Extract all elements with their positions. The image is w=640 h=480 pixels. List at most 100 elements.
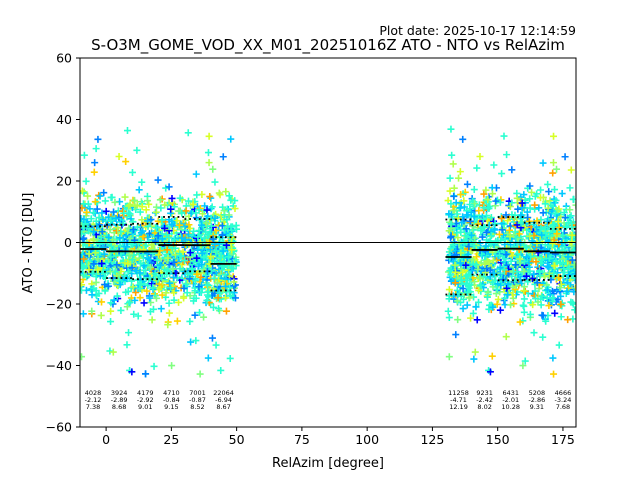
scatter-point [158,291,166,299]
scatter-point [108,193,116,201]
scatter-point [516,318,524,326]
scatter-point [88,307,96,315]
scatter-point [470,242,478,250]
scatter-point [490,161,498,169]
scatter-point [117,306,125,314]
scatter-point [218,231,226,239]
scatter-point [554,217,562,225]
scatter-point [131,296,139,304]
scatter-point [454,234,462,242]
scatter-point [80,230,86,238]
scatter-point [97,234,105,242]
scatter-point [233,225,241,233]
scatter-point [162,231,170,239]
scatter-point [170,236,178,244]
bin-count-label: 5208 [529,389,546,397]
scatter-point [506,233,514,241]
scatter-point [544,180,552,188]
scatter-point [525,259,533,267]
scatter-point [503,151,511,159]
scatter-point [483,229,491,237]
scatter-point [164,321,172,329]
scatter-point [470,213,478,221]
scatter-point [502,251,510,259]
scatter-point [557,313,565,321]
scatter-point [512,261,520,269]
scatter-point [488,352,496,360]
scatter-point [227,135,235,143]
scatter-point [444,307,452,315]
scatter-point [445,286,453,294]
scatter-point [192,209,200,217]
scatter-point [208,203,216,211]
scatter-point [228,255,236,263]
scatter-point [520,308,528,316]
scatter-point [223,216,231,224]
scatter-point [123,341,131,349]
scatter-point [496,306,504,314]
scatter-point [178,209,186,217]
scatter-point [556,284,564,292]
scatter-point [145,200,153,208]
scatter-point [445,314,453,322]
y-tick-label: 60 [56,51,72,66]
scatter-point [215,305,223,313]
scatter-point [522,253,530,261]
scatter-point [130,310,138,318]
scatter-point [504,291,512,299]
scatter-point [107,318,115,326]
scatter-point [526,267,534,275]
scatter-point [449,160,457,168]
scatter-point [519,301,527,309]
scatter-point [447,220,455,228]
scatter-point [183,289,191,297]
scatter-point [473,164,481,172]
scatter-point [126,235,134,243]
scatter-point [188,265,196,273]
scatter-point [170,258,178,266]
scatter-point [524,278,532,286]
scatter-point [161,218,169,226]
scatter-point [156,261,164,269]
scatter-point [221,226,229,234]
scatter-point [476,153,484,160]
scatter-point [485,258,493,266]
scatter-point [110,296,118,304]
scatter-point [80,151,88,159]
scatter-point [570,261,576,269]
scatter-point [131,196,139,204]
scatter-point [194,246,202,254]
scatter-point [98,298,106,306]
scatter-point [204,149,212,157]
scatter-point [80,224,87,232]
scatter-point [492,290,500,298]
scatter-point [475,298,483,306]
y-axis-label: ATO - NTO [DU] [21,193,36,294]
scatter-point [80,215,88,223]
scatter-point [154,275,162,283]
scatter-point [502,211,510,219]
scatter-point [219,153,227,161]
bin-count-label: 4666 [555,389,572,397]
scatter-point [478,233,486,241]
bin-mean-label: -3.24 [555,396,572,404]
scatter-point [564,316,572,324]
scatter-point [196,204,204,212]
x-tick-label: 175 [551,432,575,447]
bin-std-label: 9.01 [138,403,152,411]
scatter-point [115,153,123,160]
scatter-point [557,292,565,300]
scatter-point [489,257,497,265]
y-tick-label: 40 [56,112,72,127]
scatter-point [175,221,183,229]
scatter-point [551,186,559,194]
scatter-point [482,242,490,250]
scatter-point [543,217,551,225]
scatter-point [200,313,208,321]
scatter-point [140,299,148,307]
scatter-point [92,273,100,281]
scatter-point [456,204,464,212]
scatter-point [80,271,87,279]
scatter-point [123,303,131,311]
